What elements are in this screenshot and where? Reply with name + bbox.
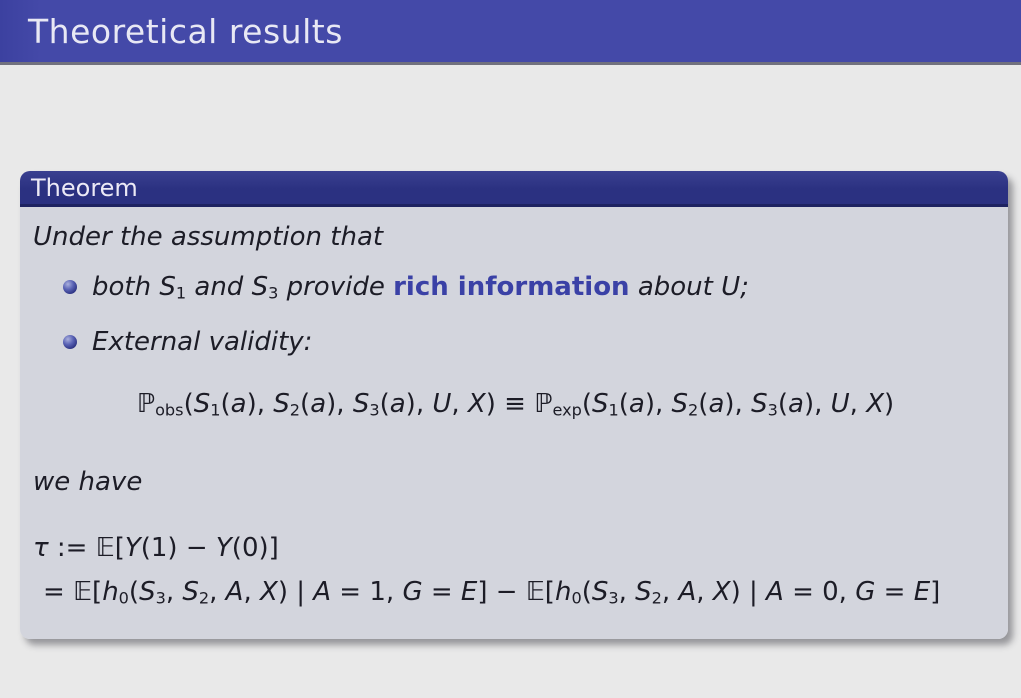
theorem-header-label: Theorem xyxy=(31,173,138,202)
tau-identification-equation: = 𝔼[h0(S3, S2, A, X) | A = 1, G = E] − 𝔼… xyxy=(43,577,941,608)
slide-title: Theoretical results xyxy=(28,11,343,51)
bullet-ball-icon xyxy=(63,334,77,349)
tau-definition-equation: τ := 𝔼[Y(1) − Y(0)] xyxy=(33,533,279,564)
list-item: both S1 and S3 provide rich information … xyxy=(33,269,998,312)
assumption-rich-information: both S1 and S3 provide rich information … xyxy=(92,272,749,303)
theorem-body: Under the assumption that both S1 and S3… xyxy=(20,207,1008,639)
theorem-header: Theorem xyxy=(20,171,1008,207)
theorem-intro-text: Under the assumption that xyxy=(33,222,384,252)
list-item: External validity: xyxy=(33,324,998,360)
theorem-block: Theorem Under the assumption that both S… xyxy=(20,171,1008,639)
external-validity-equation: ℙobs(S1(a), S2(a), S3(a), U, X) ≡ ℙexp(S… xyxy=(136,388,895,420)
assumption-external-validity: External validity: xyxy=(92,326,313,357)
bullet-ball-icon xyxy=(63,280,77,294)
slide-title-bar: Theoretical results xyxy=(0,0,1021,65)
we-have-text: we have xyxy=(33,467,143,498)
assumption-list: both S1 and S3 provide rich information … xyxy=(33,269,998,360)
